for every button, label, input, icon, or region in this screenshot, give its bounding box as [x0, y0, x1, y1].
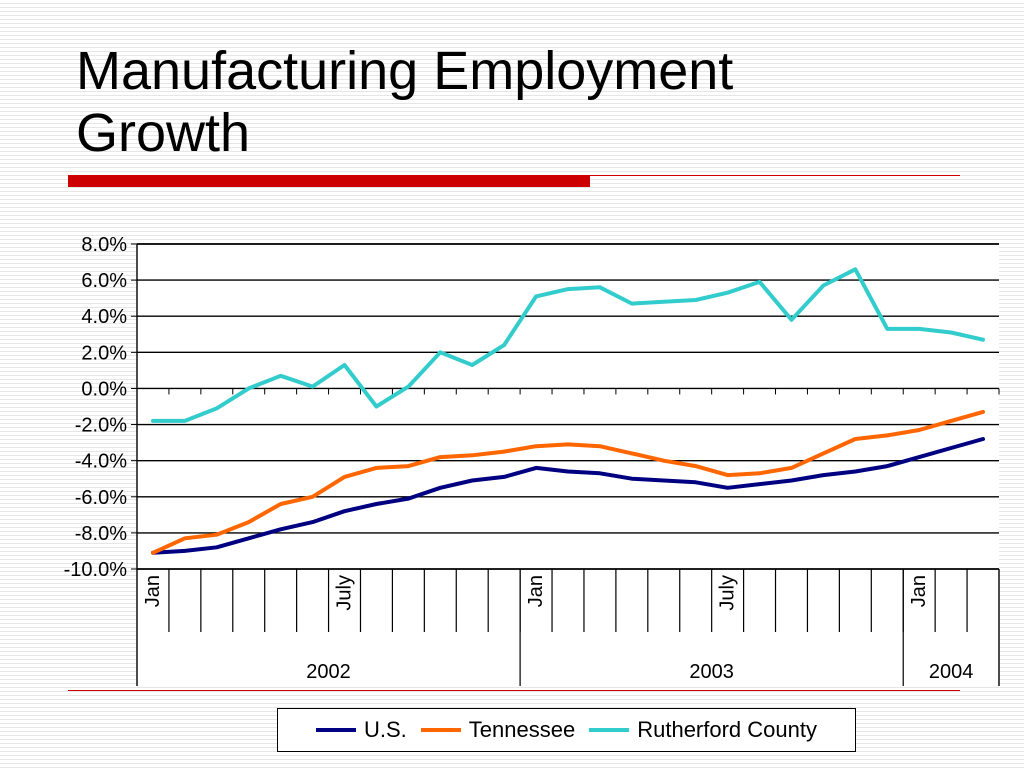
year-label: 2003	[689, 661, 734, 683]
series-line-tennessee	[151, 409, 985, 555]
y-tick-label: 8.0%	[81, 234, 127, 256]
y-tick-label: -10.0%	[64, 559, 128, 581]
legend-item-rutherford: Rutherford County	[589, 717, 817, 743]
chart-legend: U.S. Tennessee Rutherford County	[277, 708, 856, 752]
y-tick-label: -2.0%	[75, 415, 127, 437]
year-label: 2002	[306, 661, 351, 683]
legend-item-tennessee: Tennessee	[420, 717, 576, 743]
y-tick-label: 0.0%	[81, 378, 127, 400]
y-tick-label: -4.0%	[75, 451, 127, 473]
legend-label-us: U.S.	[364, 717, 407, 742]
legend-item-us: U.S.	[316, 717, 407, 743]
legend-swatch-us	[316, 728, 356, 732]
title-underline-accent	[68, 175, 590, 187]
legend-swatch-tennessee	[420, 728, 461, 732]
series-line-us	[151, 437, 985, 555]
y-tick-label: -8.0%	[75, 523, 127, 545]
legend-swatch-rutherford	[589, 728, 630, 732]
footer-rule	[68, 690, 960, 691]
line-chart: 8.0% 6.0% 4.0% 2.0% 0.0% -2.0% -4.0% -6.0% -8.0%…	[64, 234, 1000, 686]
y-tick-label: -6.0%	[75, 487, 127, 509]
month-label: Jan	[142, 575, 164, 607]
month-label: Jan	[525, 575, 547, 607]
y-tick-label: 6.0%	[81, 270, 127, 292]
plot-area	[137, 244, 999, 569]
category-axis-area	[137, 569, 999, 686]
month-label: July	[717, 575, 739, 611]
y-tick-label: 2.0%	[81, 342, 127, 364]
year-label: 2004	[929, 661, 974, 683]
y-tick-label: 4.0%	[81, 306, 127, 328]
month-label: Jan	[908, 575, 930, 607]
legend-label-rutherford: Rutherford County	[637, 717, 817, 742]
title-underline-rule	[590, 175, 960, 176]
series-line-rutherford-county	[151, 267, 985, 423]
slide-title: Manufacturing Employment Growth	[76, 40, 956, 164]
slide-title-line2: Growth	[76, 103, 251, 163]
legend-label-tennessee: Tennessee	[468, 717, 576, 742]
month-label: July	[334, 575, 356, 611]
slide-title-line1: Manufacturing Employment	[76, 41, 734, 101]
